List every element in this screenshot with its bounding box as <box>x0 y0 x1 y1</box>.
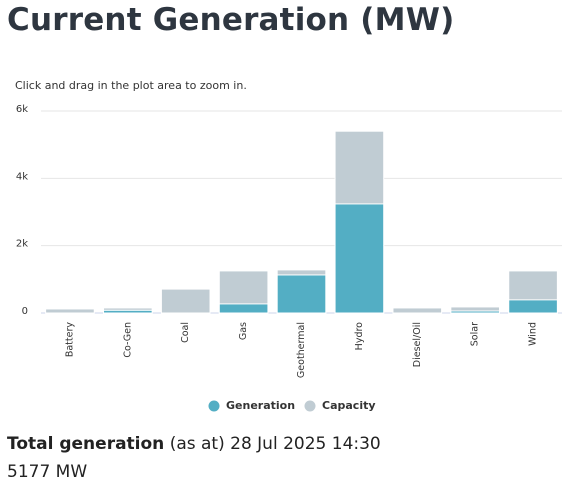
y-tick-label: 2k <box>16 239 28 250</box>
bar <box>276 274 327 314</box>
y-tick-label: 4k <box>16 171 28 182</box>
y-tick-label: 0 <box>22 306 28 317</box>
chart: Click and drag in the plot area to zoom … <box>15 79 562 412</box>
bar <box>450 310 500 314</box>
page-title: Current Generation (MW) <box>7 2 455 38</box>
chart-subtitle: Click and drag in the plot area to zoom … <box>15 79 247 92</box>
total-note: (as at) 28 Jul 2025 14:30 <box>169 434 381 454</box>
legend-label: Capacity <box>322 399 376 412</box>
x-tick-label: Battery <box>64 322 75 358</box>
total-label: Total generation <box>7 434 165 454</box>
legend-label: Generation <box>226 399 295 412</box>
bar <box>508 299 558 314</box>
total-line: Total generation (as at) 28 Jul 2025 14:… <box>7 434 381 454</box>
bar <box>334 203 385 314</box>
x-tick-label: Wind <box>528 322 539 346</box>
x-tick-label: Diesel/Oil <box>412 322 423 367</box>
bar <box>160 288 211 314</box>
bar <box>218 303 269 314</box>
total-value: 5177 MW <box>7 462 88 482</box>
x-tick-label: Geothermal <box>296 322 307 378</box>
bar <box>45 308 95 314</box>
y-tick-label: 6k <box>16 104 28 115</box>
bar <box>392 307 443 314</box>
bar <box>103 309 153 314</box>
legend-marker <box>208 400 220 412</box>
legend-marker <box>304 400 316 412</box>
x-tick-label: Hydro <box>354 322 365 350</box>
x-tick-label: Coal <box>180 322 191 343</box>
x-tick-label: Gas <box>238 322 249 340</box>
x-tick-label: Co-Gen <box>122 322 133 358</box>
x-tick-label: Solar <box>470 322 481 346</box>
